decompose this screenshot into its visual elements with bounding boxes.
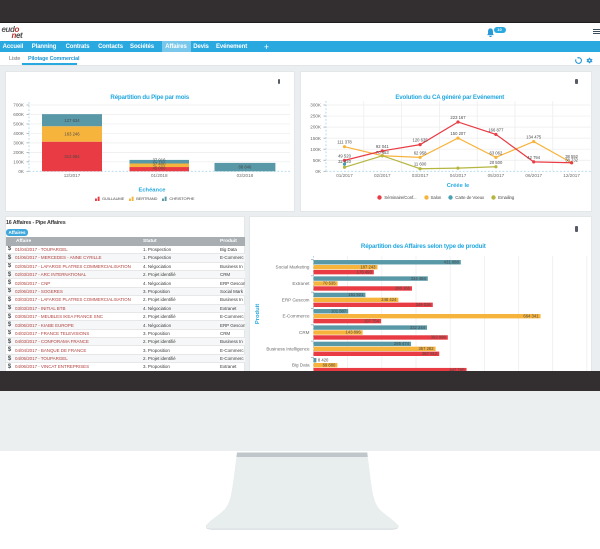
svg-text:151 921: 151 921 [348,292,364,297]
svg-text:05/2017: 05/2017 [487,173,504,178]
svg-text:664 341: 664 341 [523,313,539,318]
svg-text:37 916: 37 916 [153,158,166,163]
svg-text:CRM: CRM [299,330,310,335]
svg-text:8 420: 8 420 [317,357,328,362]
svg-text:49 520: 49 520 [338,153,351,158]
svg-text:01/2017: 01/2017 [336,173,353,178]
svg-text:Business Intelligence: Business Intelligence [266,346,310,351]
svg-text:120 635: 120 635 [412,138,428,143]
svg-text:200K: 200K [310,125,322,130]
svg-text:248 424: 248 424 [381,297,397,302]
svg-text:45 000: 45 000 [153,165,166,170]
svg-text:100K: 100K [310,147,322,152]
svg-text:12/2017: 12/2017 [563,173,580,178]
svg-text:11 600: 11 600 [413,162,426,167]
svg-text:197 754: 197 754 [363,318,379,323]
svg-text:500K: 500K [13,122,25,127]
svg-text:392 996: 392 996 [430,334,446,339]
svg-text:111 378: 111 378 [337,140,352,145]
svg-text:ERP Gescom: ERP Gescom [281,297,309,302]
svg-text:01/2018: 01/2018 [151,173,168,178]
svg-text:300K: 300K [310,103,322,108]
svg-text:166 877: 166 877 [488,127,504,132]
svg-text:431 088: 431 088 [443,259,459,264]
svg-text:176 493: 176 493 [356,269,372,274]
svg-text:02/2017: 02/2017 [373,173,390,178]
svg-text:70 453: 70 453 [375,150,388,155]
svg-text:50K: 50K [312,158,321,163]
svg-text:349 036: 349 036 [415,302,431,307]
svg-text:Créée le: Créée le [446,183,469,189]
svg-text:134 475: 134 475 [526,135,542,140]
svg-text:447 785: 447 785 [449,367,465,372]
svg-text:400K: 400K [13,131,25,136]
svg-text:600K: 600K [13,112,25,117]
svg-text:Extranet: Extranet [292,281,310,286]
svg-text:06/2017: 06/2017 [525,173,542,178]
svg-text:100K: 100K [13,159,25,164]
svg-text:312 684: 312 684 [64,154,80,159]
svg-text:357 282: 357 282 [418,346,434,351]
svg-text:Big Data: Big Data [291,362,309,367]
svg-text:150 207: 150 207 [450,131,466,136]
svg-text:223 167: 223 167 [450,115,466,120]
svg-text:300K: 300K [13,140,25,145]
svg-text:63 062: 63 062 [489,150,502,155]
svg-text:03/2018: 03/2018 [237,173,254,178]
svg-text:285 474: 285 474 [393,341,409,346]
svg-text:E-Commerce: E-Commerce [282,313,310,318]
svg-text:92 041: 92 041 [375,144,388,149]
svg-text:332 244: 332 244 [409,325,425,330]
svg-text:42 794: 42 794 [527,155,540,160]
svg-text:62 958: 62 958 [413,150,426,155]
svg-text:150K: 150K [310,136,322,141]
svg-text:250K: 250K [310,114,322,119]
svg-text:37 400: 37 400 [153,161,166,166]
svg-text:70 535: 70 535 [322,281,335,286]
svg-text:20 500: 20 500 [489,160,502,165]
svg-text:127 634: 127 634 [64,118,80,123]
svg-text:32 420: 32 420 [338,159,351,164]
svg-text:200K: 200K [13,150,25,155]
svg-text:367 912: 367 912 [422,351,438,356]
svg-text:Produit: Produit [255,304,261,324]
svg-text:101 587: 101 587 [331,308,347,313]
svg-text:0K: 0K [315,169,322,174]
svg-text:700K: 700K [13,103,25,108]
svg-text:12/2017: 12/2017 [64,173,81,178]
svg-text:143 896: 143 896 [345,330,361,335]
svg-text:334 484: 334 484 [410,276,426,281]
svg-text:38 552: 38 552 [565,154,578,159]
svg-text:03/2017: 03/2017 [411,173,428,178]
svg-text:Echéance: Echéance [138,188,166,194]
svg-text:288 165: 288 165 [394,285,410,290]
svg-text:04/2017: 04/2017 [449,173,466,178]
svg-text:Social Marketing: Social Marketing [275,264,309,269]
svg-text:38 732: 38 732 [565,157,578,162]
svg-text:187 243: 187 243 [360,264,376,269]
svg-text:88 646: 88 646 [239,165,252,170]
svg-text:0K: 0K [18,169,25,174]
svg-text:69 880: 69 880 [322,362,335,367]
svg-text:163 246: 163 246 [64,132,80,137]
